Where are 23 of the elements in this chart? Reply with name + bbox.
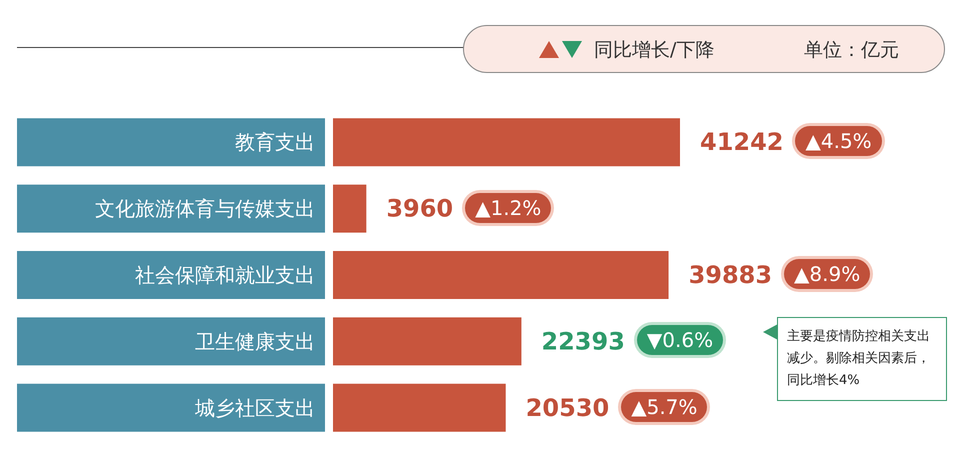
data-label: 20530 xyxy=(526,394,610,422)
bar xyxy=(333,251,669,299)
text: ▲8.9% xyxy=(784,259,870,289)
bar xyxy=(333,118,680,166)
text: 主要是疫情防控相关支出减少。剔除相关因素后，同比增长4% xyxy=(777,317,947,401)
data-label: 39883 xyxy=(688,261,772,289)
y-tick-label: 城乡社区支出 xyxy=(194,396,315,420)
text: 单位：亿元 xyxy=(804,38,899,63)
annotation: ▼0.6% xyxy=(636,325,724,356)
annotation: ▲1.2% xyxy=(465,192,552,223)
data-label: 41242 xyxy=(700,128,784,156)
data-label: 22393 xyxy=(541,327,625,356)
y-tick-label: 文化旅游体育与传媒支出 xyxy=(95,196,315,221)
bar xyxy=(333,184,366,233)
y-tick-label: 教育支出 xyxy=(235,130,315,154)
text: ▲4.5% xyxy=(795,126,882,156)
data-label: 3960 xyxy=(386,194,454,223)
y-tick-label: 社会保障和就业支出 xyxy=(135,263,315,287)
text: 同比增长/下降 xyxy=(594,38,714,63)
bar xyxy=(333,384,506,432)
annotation: ▲5.7% xyxy=(621,392,708,422)
y-tick-label: 卫生健康支出 xyxy=(195,329,315,354)
bar xyxy=(333,317,522,366)
